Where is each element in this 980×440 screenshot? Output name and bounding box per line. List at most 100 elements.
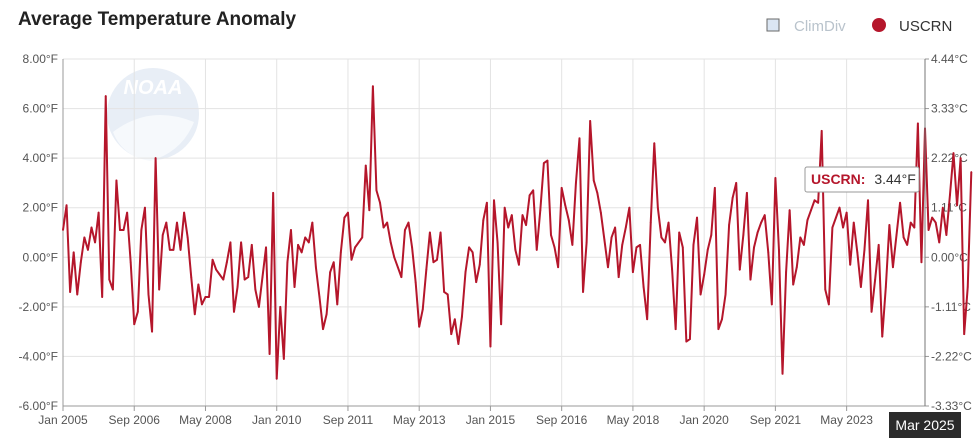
data-point <box>767 251 770 254</box>
data-point <box>671 268 673 271</box>
data-point <box>721 318 723 321</box>
x-tick-label: Jan 2015 <box>466 413 516 427</box>
data-point <box>489 345 492 348</box>
data-point <box>560 186 563 189</box>
data-point <box>956 204 958 207</box>
data-point <box>963 333 966 336</box>
data-point <box>859 286 862 288</box>
data-point <box>83 236 86 239</box>
data-point <box>272 191 275 194</box>
data-point <box>913 226 916 229</box>
data-point <box>503 206 506 209</box>
data-point <box>603 239 606 241</box>
data-point <box>799 236 802 239</box>
data-point <box>835 216 837 219</box>
y-right-tick-label: -2.22°C <box>931 349 972 363</box>
data-point <box>193 313 196 316</box>
data-point <box>129 261 132 264</box>
data-point <box>151 330 153 333</box>
data-point <box>763 214 766 217</box>
data-point <box>710 234 713 236</box>
tooltip-text: USCRN: 3.44°F <box>811 171 916 187</box>
data-point <box>446 293 449 296</box>
data-point <box>756 231 759 234</box>
data-point <box>218 273 221 276</box>
data-point <box>642 286 645 288</box>
data-point <box>457 343 460 345</box>
data-point <box>62 229 64 231</box>
data-point <box>842 226 844 229</box>
data-point <box>268 353 271 355</box>
legend-item-uscrn[interactable]: USCRN <box>872 18 952 35</box>
y-right-tick-label: 4.44°C <box>931 52 968 66</box>
uscrn-series-line[interactable] <box>62 85 973 380</box>
data-point <box>336 303 339 306</box>
data-point <box>461 315 463 318</box>
data-point <box>870 310 873 313</box>
data-point <box>464 271 467 274</box>
data-point <box>546 159 549 162</box>
data-point <box>713 186 716 189</box>
data-point <box>557 266 560 269</box>
data-point <box>610 236 613 239</box>
x-tick-label: Jan 2020 <box>679 413 729 427</box>
data-point <box>507 226 510 229</box>
data-point <box>364 164 367 167</box>
data-point <box>339 251 342 254</box>
y-right-tick-label: 2.22°C <box>931 151 968 165</box>
data-point <box>785 271 787 274</box>
data-point <box>371 85 374 88</box>
data-point <box>567 219 570 222</box>
data-point <box>404 229 406 231</box>
data-point <box>197 283 200 286</box>
data-point <box>749 278 752 281</box>
data-point <box>500 323 503 326</box>
legend-item-climdiv[interactable]: ClimDiv <box>766 18 846 35</box>
y-axis-left-fahrenheit: -6.00°F -4.00°F -2.00°F 0.00°F 2.00°F 4.00°F 6… <box>19 52 58 413</box>
x-tick-label: Jan 2010 <box>252 413 302 427</box>
data-point <box>607 266 609 269</box>
data-point <box>920 261 923 264</box>
data-point <box>692 243 695 246</box>
data-point <box>211 258 214 261</box>
data-point <box>176 221 178 224</box>
data-point <box>635 246 638 249</box>
data-point <box>154 157 157 160</box>
data-point <box>421 308 424 311</box>
data-point <box>696 216 698 219</box>
data-point <box>439 231 442 234</box>
data-point <box>286 261 289 264</box>
data-point <box>144 206 146 209</box>
data-point <box>468 246 470 249</box>
x-tick-label: Sep 2016 <box>536 413 588 427</box>
data-point <box>183 211 186 214</box>
data-point <box>119 229 121 231</box>
legend: ClimDiv USCRN <box>766 18 952 35</box>
data-point <box>660 236 663 239</box>
data-point <box>482 219 485 222</box>
data-point <box>656 206 659 209</box>
data-point <box>728 224 730 226</box>
tooltip-box <box>804 166 920 193</box>
data-point <box>959 157 962 160</box>
data-point <box>347 211 349 214</box>
data-point <box>97 211 100 214</box>
data-point <box>678 231 681 234</box>
data-point <box>892 266 894 269</box>
x-tick-label: May 2023 <box>820 413 873 427</box>
tooltip: USCRN: 3.44°F <box>804 166 920 193</box>
data-point <box>254 288 257 291</box>
data-point <box>685 340 688 343</box>
data-point <box>485 201 488 204</box>
y-left-tick-label: 0.00°F <box>23 250 58 264</box>
y-left-tick-label: -2.00°F <box>19 300 58 314</box>
data-point <box>161 234 164 236</box>
data-point <box>250 243 253 246</box>
data-point <box>101 296 104 298</box>
data-point <box>471 251 474 254</box>
data-point <box>297 243 299 246</box>
data-point <box>265 246 267 249</box>
data-point <box>539 209 542 212</box>
data-point <box>386 221 389 224</box>
data-point <box>94 241 96 244</box>
